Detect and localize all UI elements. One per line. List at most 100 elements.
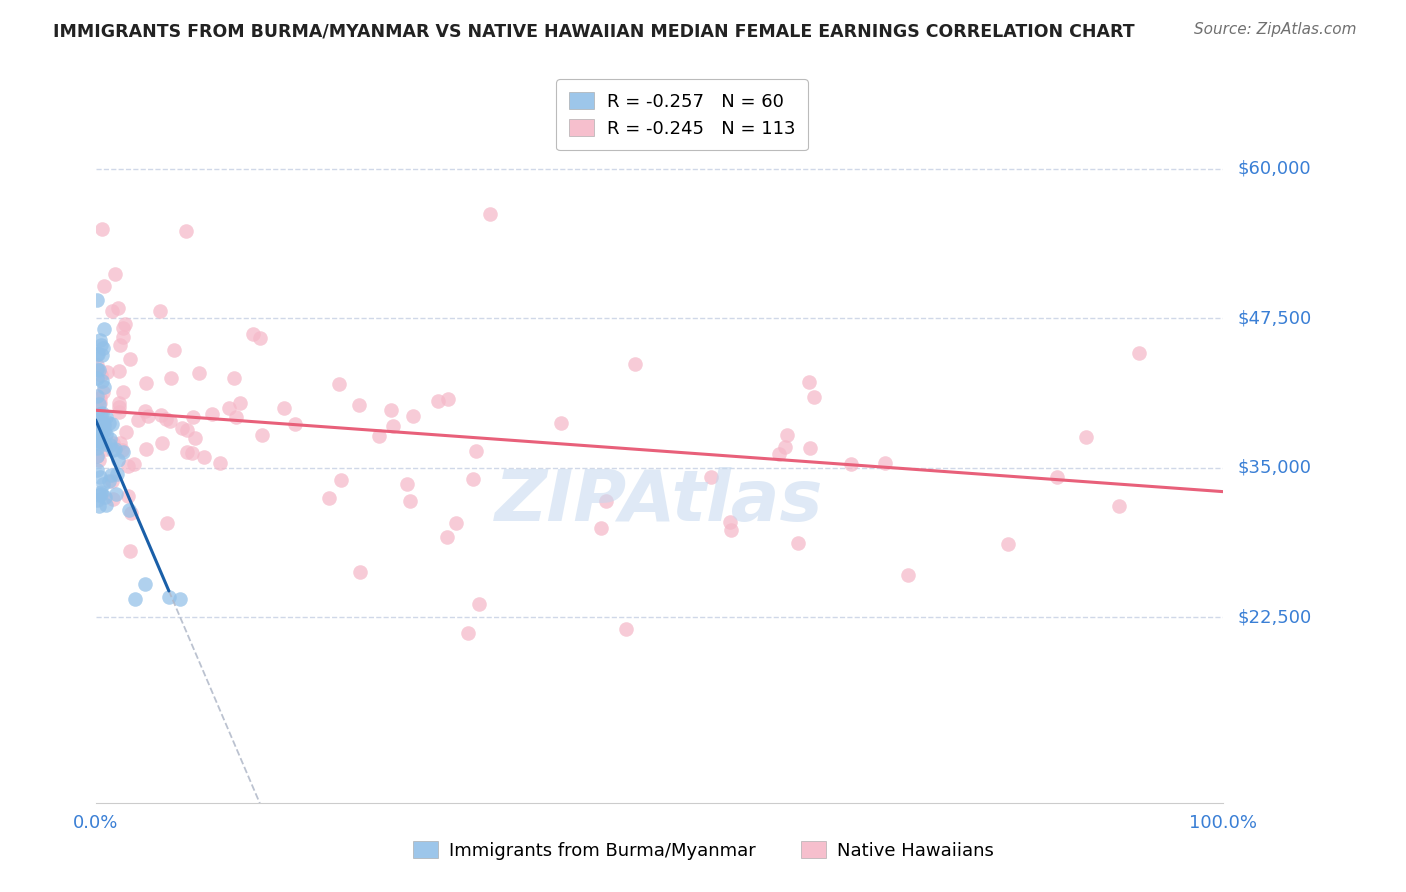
Point [94,426,117,441]
Point [91,477,114,491]
Point [93,322,115,336]
Point [181,409,204,424]
Point [786,536,808,550]
Point [89,470,111,484]
Point [89,395,111,409]
Point [87,402,110,417]
Point [457,625,479,640]
Point [87,488,110,502]
Point [444,516,467,531]
Point [252,428,274,442]
Point [184,431,207,445]
Point [614,622,637,636]
Point [89,407,111,421]
Text: Source: ZipAtlas.com: Source: ZipAtlas.com [1194,22,1357,37]
Point [479,207,502,221]
Point [86,371,108,385]
Point [86,421,108,435]
Legend: Immigrants from Burma/Myanmar, Native Hawaiians: Immigrants from Burma/Myanmar, Native Ha… [405,834,1001,867]
Point [349,565,371,579]
Point [368,429,391,443]
Point [149,303,172,318]
Point [90,338,112,352]
Text: $35,000: $35,000 [1237,458,1312,476]
Point [100,432,122,446]
Point [591,521,613,535]
Point [118,503,141,517]
Point [222,370,245,384]
Point [98,438,121,452]
Point [101,442,124,457]
Point [86,347,108,361]
Point [107,301,129,316]
Point [623,357,645,371]
Point [87,436,110,450]
Point [176,445,198,459]
Point [111,384,134,399]
Point [86,293,108,307]
Point [104,487,127,501]
Point [91,221,114,235]
Point [86,389,108,403]
Point [90,348,112,362]
Point [86,425,108,440]
Point [437,392,460,406]
Point [776,427,799,442]
Point [465,443,488,458]
Point [108,405,131,419]
Point [86,441,108,455]
Point [218,401,240,416]
Point [107,453,129,467]
Point [163,343,186,358]
Point [117,489,139,503]
Point [803,390,825,404]
Point [873,456,896,470]
Legend: R = -0.257   N = 60, R = -0.245   N = 113: R = -0.257 N = 60, R = -0.245 N = 113 [557,79,808,151]
Point [110,435,132,450]
Point [550,416,572,430]
Point [98,474,121,488]
Point [101,303,124,318]
Point [91,406,114,420]
Point [1046,470,1069,484]
Point [118,351,141,366]
Point [108,364,131,378]
Point [111,445,134,459]
Point [94,442,117,457]
Point [160,371,183,385]
Point [461,472,484,486]
Point [104,442,127,456]
Point [114,317,136,331]
Point [89,453,111,467]
Point [799,441,821,455]
Point [242,327,264,342]
Point [193,450,215,464]
Point [775,440,797,454]
Point [436,530,458,544]
Point [90,484,112,499]
Text: $47,500: $47,500 [1237,310,1312,327]
Point [94,410,117,425]
Point [156,516,179,530]
Point [100,467,122,482]
Point [718,515,741,529]
Point [118,543,141,558]
Point [93,418,115,433]
Text: ZIPAtlas: ZIPAtlas [495,467,824,536]
Point [111,443,134,458]
Point [104,268,127,282]
Point [395,477,418,491]
Point [101,475,124,489]
Point [720,523,742,537]
Point [201,408,224,422]
Point [120,507,142,521]
Point [89,433,111,447]
Point [595,494,617,508]
Point [249,331,271,345]
Point [86,429,108,443]
Point [89,333,111,347]
Point [86,362,108,376]
Point [93,380,115,394]
Point [107,400,129,414]
Point [86,449,108,463]
